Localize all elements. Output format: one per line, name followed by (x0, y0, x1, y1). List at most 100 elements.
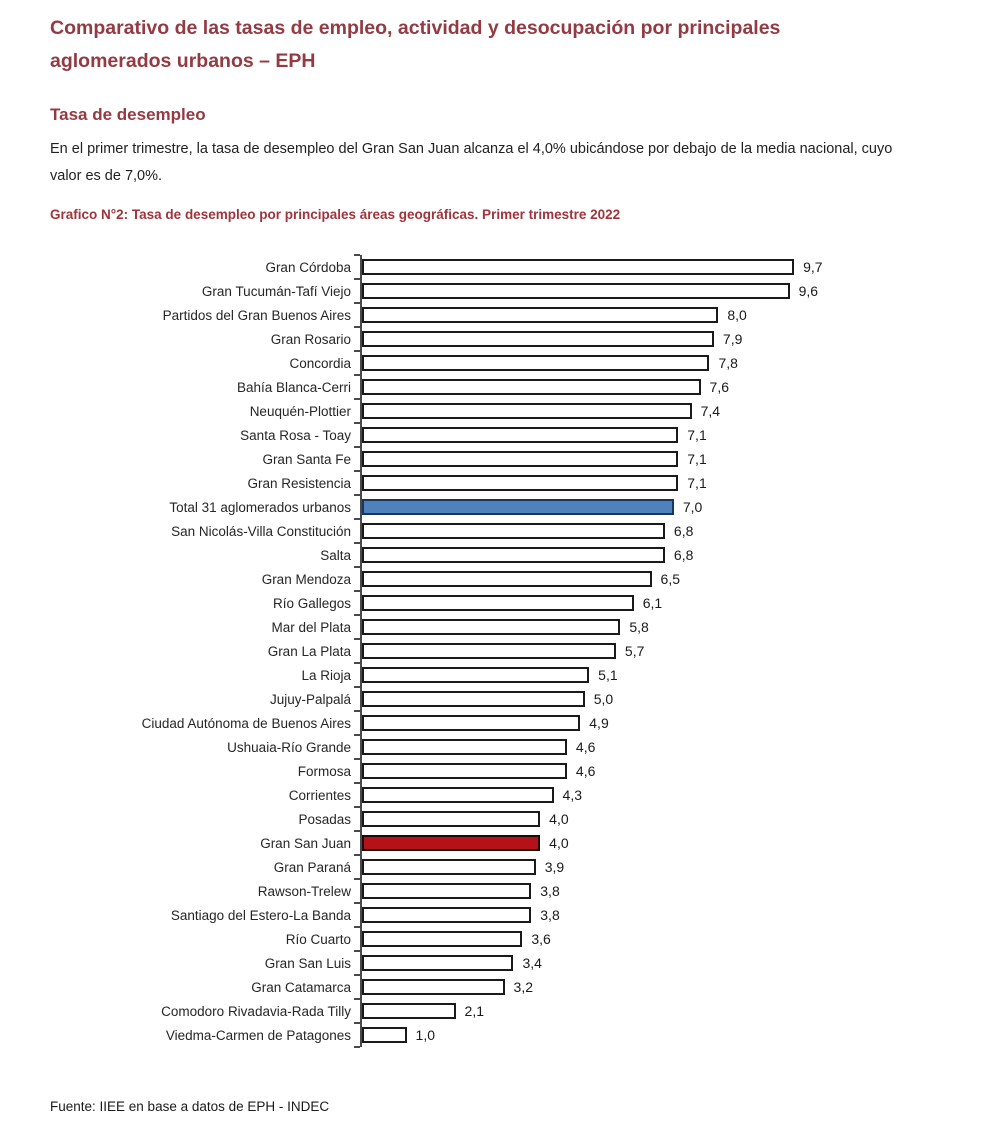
bar-track: 7,4 (362, 403, 852, 419)
bar-track: 7,0 (362, 499, 852, 515)
plot-area: 7,6 (354, 374, 860, 399)
value-label: 7,0 (682, 499, 703, 515)
bar-track: 6,1 (362, 595, 852, 611)
plot-area: 5,1 (354, 662, 860, 687)
value-label: 7,4 (700, 403, 721, 419)
bar (362, 451, 679, 467)
value-label: 4,9 (589, 715, 609, 731)
category-label: Salta (320, 547, 351, 563)
bar-track: 3,2 (362, 979, 852, 995)
category-label: Neuquén-Plottier (249, 403, 351, 419)
value-label: 3,4 (522, 955, 542, 971)
bar (362, 283, 790, 299)
value-label: 8,0 (727, 307, 747, 323)
bar-track: 7,9 (362, 331, 852, 347)
chart-row: Mar del Plata 5,8 (50, 614, 860, 639)
bar (362, 763, 567, 779)
value-label: 7,1 (687, 427, 707, 443)
chart-row: Posadas 4,0 (50, 806, 860, 831)
bar (362, 379, 701, 395)
chart-row: Santiago del Estero-La Banda 3,8 (50, 902, 860, 927)
category-label: Río Cuarto (285, 931, 351, 947)
chart-row: Bahía Blanca-Cerri 7,6 (50, 374, 860, 399)
bar-track: 4,3 (362, 787, 852, 803)
bar (362, 883, 532, 899)
plot-area: 4,9 (354, 710, 860, 735)
plot-area: 1,0 (354, 1022, 860, 1047)
value-label: 3,8 (540, 907, 560, 923)
chart-row: Total 31 aglomerados urbanos 7,0 (50, 494, 860, 519)
bar (362, 1003, 456, 1019)
bar-track: 3,9 (362, 859, 852, 875)
category-label: Gran Tucumán-Tafí Viejo (201, 283, 351, 299)
category-label: Partidos del Gran Buenos Aires (162, 307, 351, 323)
plot-area: 4,0 (354, 806, 860, 831)
bar (362, 787, 554, 803)
bar-highlight-blue (362, 499, 674, 515)
bar-track: 3,8 (362, 907, 852, 923)
bar (362, 403, 692, 419)
bar-track: 1,0 (362, 1027, 852, 1043)
bar (362, 259, 795, 275)
chart-row: Gran Mendoza 6,5 (50, 566, 860, 591)
chart-row: Neuquén-Plottier 7,4 (50, 398, 860, 423)
bar-track: 5,8 (362, 619, 852, 635)
chart-row: San Nicolás-Villa Constitución 6,8 (50, 518, 860, 543)
value-label: 7,1 (687, 451, 707, 467)
section-heading: Tasa de desempleo (50, 105, 206, 124)
category-label: Bahía Blanca-Cerri (236, 379, 351, 395)
category-label: Ushuaia-Río Grande (227, 739, 351, 755)
bar (362, 859, 536, 875)
bar (362, 1027, 407, 1043)
value-label: 1,0 (415, 1027, 435, 1043)
bar (362, 523, 665, 539)
category-label: Comodoro Rivadavia-Rada Tilly (161, 1003, 351, 1019)
value-label: 3,8 (540, 883, 560, 899)
page-title-line-2: aglomerados urbanos – EPH (50, 50, 316, 72)
bar-track: 6,8 (362, 523, 852, 539)
category-label: Mar del Plata (271, 619, 351, 635)
category-label: Rawson-Trelew (257, 883, 351, 899)
value-label: 3,6 (531, 931, 551, 947)
plot-area: 7,1 (354, 470, 860, 495)
chart-row: Ciudad Autónoma de Buenos Aires 4,9 (50, 710, 860, 735)
category-label: Gran Catamarca (251, 979, 351, 995)
bar-track: 4,0 (362, 835, 852, 851)
plot-area: 2,1 (354, 998, 860, 1023)
plot-area: 6,5 (354, 566, 860, 591)
category-label: Posadas (298, 811, 351, 827)
bar-track: 5,7 (362, 643, 852, 659)
chart-caption: Grafico N°2: Tasa de desempleo por princ… (50, 207, 621, 222)
bar (362, 595, 634, 611)
category-label: Gran Rosario (270, 331, 351, 347)
page-title-line-1: Comparativo de las tasas de empleo, acti… (50, 17, 781, 39)
plot-area: 6,8 (354, 542, 860, 567)
chart-row: Gran San Juan 4,0 (50, 830, 860, 855)
chart-row: Comodoro Rivadavia-Rada Tilly 2,1 (50, 998, 860, 1023)
bar (362, 691, 585, 707)
chart-row: Gran Córdoba 9,7 (50, 254, 860, 279)
plot-area: 3,4 (354, 950, 860, 975)
category-label: Ciudad Autónoma de Buenos Aires (141, 715, 351, 731)
chart-row: Santa Rosa - Toay 7,1 (50, 422, 860, 447)
bar-track: 7,1 (362, 427, 852, 443)
chart-rows: Gran Córdoba 9,7 Gran Tucumán-Tafí Viejo 9,… (50, 254, 860, 1047)
category-label: Gran Córdoba (265, 259, 351, 275)
value-label: 7,8 (718, 355, 738, 371)
bar-track: 3,4 (362, 955, 852, 971)
chart-row: Gran La Plata 5,7 (50, 638, 860, 663)
value-label: 7,1 (687, 475, 707, 491)
bar-track: 4,9 (362, 715, 852, 731)
bar-track: 3,8 (362, 883, 852, 899)
plot-area: 8,0 (354, 302, 860, 327)
value-label: 3,2 (513, 979, 533, 995)
bar (362, 307, 719, 323)
bar-track: 8,0 (362, 307, 852, 323)
bar (362, 931, 523, 947)
chart-row: La Rioja 5,1 (50, 662, 860, 687)
chart-row: Formosa 4,6 (50, 758, 860, 783)
value-label: 4,0 (549, 811, 569, 827)
plot-area: 9,6 (354, 278, 860, 303)
value-label: 6,8 (673, 547, 694, 563)
chart-row: Gran Catamarca 3,2 (50, 974, 860, 999)
